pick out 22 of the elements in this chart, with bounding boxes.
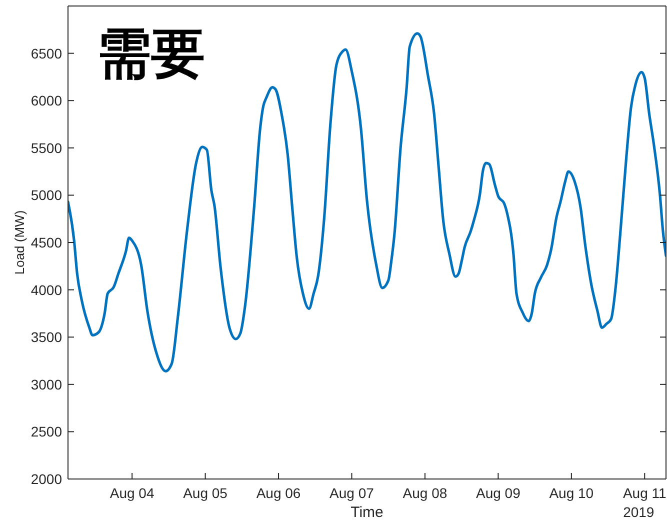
text: 2019	[623, 504, 654, 520]
y-tick-label: 5500	[30, 140, 62, 156]
x-tick-label: Aug 11	[622, 484, 667, 501]
x-axis-title: Time	[350, 504, 384, 521]
y-tick-label: 2000	[30, 470, 62, 487]
y-tick-label: 6500	[30, 45, 62, 62]
y-tick-label: 5000	[30, 187, 62, 204]
y-tick-label: 2500	[30, 424, 62, 440]
x-tick-label: Aug 07	[330, 484, 374, 501]
y-tick-label: 3000	[30, 376, 62, 392]
chart-title: 需要	[97, 22, 205, 85]
x-tick-label: Aug 06	[256, 484, 301, 501]
y-tick-label: 6000	[30, 92, 62, 109]
x-tick-label: Aug 08	[402, 484, 448, 501]
x-tick-label: Aug 10	[549, 484, 594, 501]
y-axis-title: Load (MW)	[12, 210, 26, 275]
y-tick-label: 4500	[30, 234, 62, 250]
x-tick-label: Aug 09	[476, 484, 521, 501]
x-tick-label: Aug 05	[183, 484, 228, 501]
y-tick-label: 3500	[30, 329, 62, 346]
y-tick-label: 4000	[30, 282, 62, 298]
x-tick-label: Aug 04	[110, 484, 154, 501]
